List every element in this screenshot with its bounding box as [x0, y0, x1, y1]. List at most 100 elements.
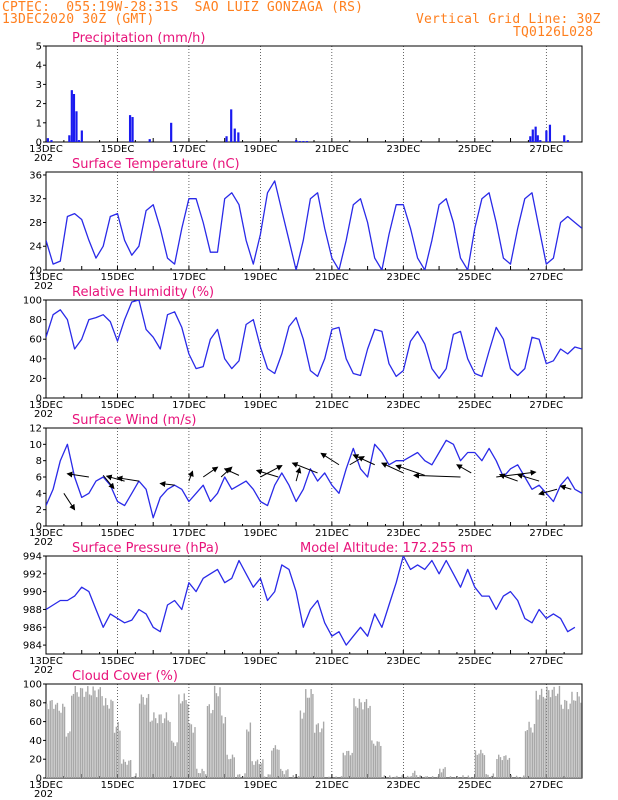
cloud-bar	[51, 700, 53, 778]
wind-arrow	[395, 464, 425, 476]
cloud-bar	[49, 700, 51, 778]
panel-data	[46, 439, 582, 519]
cloud-bar	[297, 775, 300, 778]
x-date-label: 17DEC	[172, 144, 206, 155]
cloud-bar	[196, 768, 198, 778]
cloud-bar	[353, 698, 355, 778]
precip-bar	[302, 141, 305, 142]
cloud-bar	[171, 740, 173, 778]
cloud-bar	[440, 772, 443, 778]
x-date-label: 23DEC	[386, 400, 420, 411]
x-date-label: 25DEC	[458, 272, 492, 283]
precip-bar	[298, 141, 301, 142]
precip-bar	[70, 90, 73, 142]
cloud-bar	[226, 754, 228, 778]
cloud-bar	[505, 755, 507, 778]
cloud-bar	[142, 697, 144, 778]
x-date-label: 15DEC	[101, 656, 135, 667]
y-tick-label: 60	[29, 717, 42, 728]
cloud-bar	[208, 704, 210, 778]
cloud-bar	[306, 697, 309, 778]
cloud-bar	[573, 700, 575, 778]
cloud-bar	[455, 777, 457, 778]
cloud-bar	[360, 702, 362, 778]
cloud-bar	[481, 753, 484, 778]
cloud-bar	[230, 758, 232, 778]
precip-bar	[50, 140, 53, 142]
cloud-bar	[439, 768, 441, 778]
cloud-bar	[172, 742, 175, 778]
panel-2: 20 24 28 32 36 13DEC 15DEC 17DEC 19DEC 21DEC 23DEC…	[29, 157, 583, 292]
x-date-label: 23DEC	[386, 144, 420, 155]
panel-1: 0 1 2 3 4 5 13DEC 15DEC 17DEC 19DEC 21DEC 23DEC 25DE…	[29, 31, 583, 164]
cloud-bar	[567, 709, 570, 778]
cloud-bar	[517, 776, 520, 778]
precip-bar	[539, 140, 542, 142]
cloud-bar	[163, 718, 166, 778]
x-year-label: 202	[34, 153, 53, 164]
x-date-label: 19DEC	[244, 528, 278, 539]
cloud-bar	[285, 770, 287, 778]
cloud-bar	[351, 752, 353, 778]
cloud-bar	[117, 721, 119, 778]
y-tick-label: 40	[29, 736, 42, 747]
cloud-bar	[263, 776, 266, 778]
panel-title: Cloud Cover (%)	[72, 669, 178, 684]
x-date-label: 13DEC	[29, 528, 63, 539]
cloud-bar	[158, 714, 160, 778]
cloud-bar	[126, 764, 128, 778]
cloud-bar	[185, 700, 187, 778]
cloud-bar	[154, 718, 157, 778]
cloud-bar	[535, 690, 537, 778]
cloud-bar	[548, 690, 550, 778]
cloud-bar	[396, 775, 398, 778]
cloud-bar	[149, 721, 152, 778]
cloud-bar	[283, 774, 286, 778]
cloud-bar	[499, 757, 502, 778]
cloud-bar	[483, 755, 486, 778]
y-tick-label: 28	[29, 218, 42, 229]
cloud-bar	[321, 728, 323, 778]
cloud-bar	[492, 773, 495, 778]
y-tick-label: 80	[29, 315, 42, 326]
cloud-bar	[480, 749, 482, 778]
cloud-bar	[203, 771, 205, 778]
cloud-bar	[256, 759, 259, 778]
cloud-bar	[315, 724, 318, 778]
wind-arrow	[349, 456, 365, 466]
cloud-bar	[580, 702, 582, 778]
y-tick-label: 986	[23, 623, 42, 634]
wind-arrow	[456, 464, 472, 474]
cloud-bar	[115, 726, 118, 778]
y-tick-label: 32	[29, 194, 42, 205]
panel-title: Surface Temperature (nC)	[72, 157, 240, 172]
panel-title: Relative Humidity (%)	[72, 285, 214, 300]
y-tick-label: 994	[23, 552, 42, 563]
x-date-label: 19DEC	[244, 272, 278, 283]
cloud-bar	[222, 723, 225, 778]
wind-arrow	[116, 475, 139, 482]
x-date-label: 25DEC	[458, 144, 492, 155]
cloud-bar	[365, 699, 368, 778]
cloud-bar	[146, 697, 148, 778]
cloud-bar	[501, 760, 503, 778]
cloud-bar	[476, 754, 478, 778]
cloud-bar	[71, 695, 73, 778]
cloud-bar	[58, 710, 60, 778]
cloud-bar	[317, 723, 319, 778]
y-tick-label: 8	[36, 456, 42, 467]
panel-frame	[45, 427, 583, 527]
cloud-bar	[524, 731, 527, 778]
cloud-bar	[355, 706, 357, 778]
cloud-bar	[462, 775, 464, 778]
precip-bar	[545, 130, 548, 142]
y-tick-label: 40	[29, 354, 42, 365]
cloud-bar	[406, 775, 409, 778]
x-date-label: 17DEC	[172, 528, 206, 539]
y-tick-label: 20	[29, 266, 42, 277]
x-date-label: 17DEC	[172, 780, 206, 791]
cloud-bar	[490, 775, 493, 778]
panel-5: 984 986 988 990 992 994 13DEC 15DEC 17DEC 19DEC 21…	[23, 541, 583, 676]
cloud-bar	[97, 689, 100, 778]
cloud-bar	[128, 760, 130, 778]
